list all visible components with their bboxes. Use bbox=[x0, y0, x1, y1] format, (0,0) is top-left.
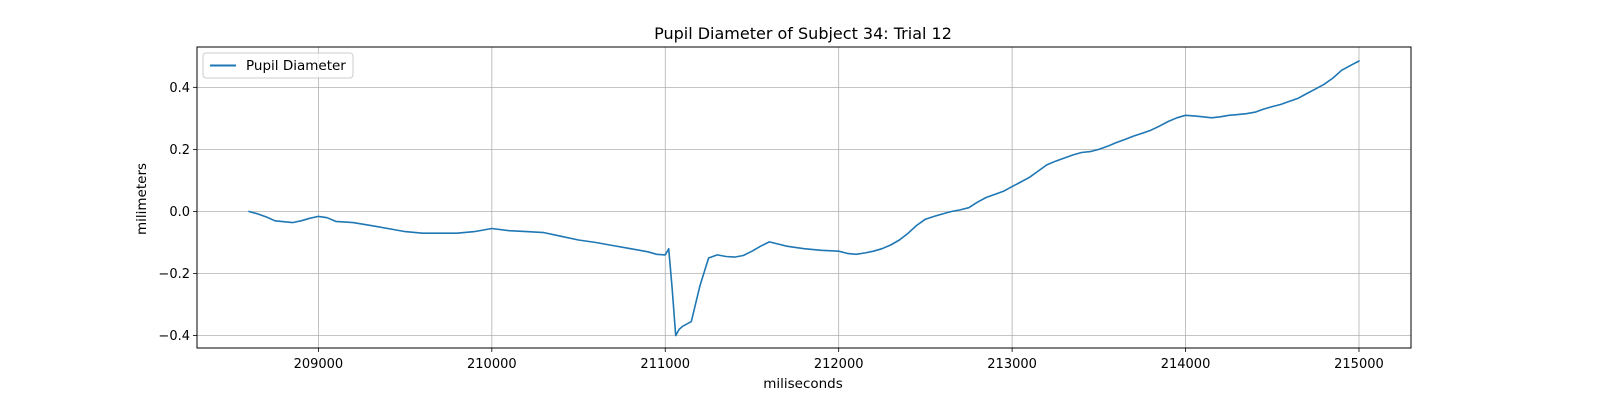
x-axis-label: miliseconds bbox=[763, 376, 843, 392]
x-tick-label-0: 209000 bbox=[294, 357, 344, 372]
grid-lines bbox=[197, 47, 1411, 348]
plot-area bbox=[196, 46, 1412, 349]
legend-box bbox=[202, 52, 354, 79]
y-tick-label-1: −0.2 bbox=[158, 267, 190, 282]
legend-label: Pupil Diameter bbox=[246, 58, 346, 74]
x-tick-label-1: 210000 bbox=[467, 357, 517, 372]
axis-ticks: 209000 210000 211000 212000 213000 214000 2150… bbox=[158, 81, 1383, 372]
x-tick-label-6: 215000 bbox=[1334, 357, 1384, 372]
chart-title: Pupil Diameter of Subject 34: Trial 12 bbox=[654, 24, 952, 43]
x-tick-label-5: 214000 bbox=[1161, 357, 1211, 372]
series-line-0 bbox=[248, 60, 1360, 337]
series-layer bbox=[248, 60, 1360, 337]
x-tick-label-2: 211000 bbox=[640, 357, 690, 372]
y-tick-label-3: 0.2 bbox=[169, 143, 190, 158]
y-tick-label-4: 0.4 bbox=[169, 81, 190, 96]
legend: Pupil Diameter bbox=[202, 52, 354, 79]
x-tick-label-3: 212000 bbox=[814, 357, 864, 372]
y-axis-label: milimeters bbox=[134, 163, 150, 235]
y-tick-label-2: 0.0 bbox=[169, 205, 190, 220]
y-tick-label-0: −0.4 bbox=[158, 329, 190, 344]
x-tick-label-4: 213000 bbox=[987, 357, 1037, 372]
